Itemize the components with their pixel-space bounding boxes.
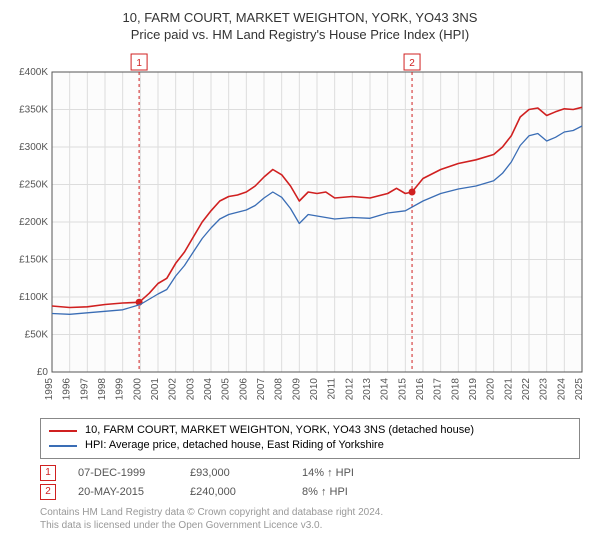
svg-text:2022: 2022 [521,378,532,401]
svg-text:2024: 2024 [556,378,567,401]
svg-text:£250K: £250K [19,180,48,191]
svg-text:£350K: £350K [19,105,48,116]
marker-delta-1: 14% ↑ HPI [302,467,392,479]
svg-text:£300K: £300K [19,142,48,153]
svg-text:2009: 2009 [291,378,302,401]
svg-text:2003: 2003 [185,378,196,401]
marker-delta-2: 8% ↑ HPI [302,486,392,498]
svg-text:2014: 2014 [380,378,391,401]
marker-date-2: 20-MAY-2015 [78,486,168,498]
svg-text:1: 1 [136,58,142,69]
svg-text:2020: 2020 [486,378,497,401]
marker-price-1: £93,000 [190,467,280,479]
svg-text:2023: 2023 [539,378,550,401]
marker-date-1: 07-DEC-1999 [78,467,168,479]
svg-text:2004: 2004 [203,378,214,401]
svg-text:£150K: £150K [19,255,48,266]
svg-text:£200K: £200K [19,217,48,228]
footnote-line-1: Contains HM Land Registry data © Crown c… [40,506,590,519]
marker-table: 1 07-DEC-1999 £93,000 14% ↑ HPI 2 20-MAY… [40,465,580,500]
footnote: Contains HM Land Registry data © Crown c… [40,506,590,532]
svg-text:2013: 2013 [362,378,373,401]
legend-row-hpi: HPI: Average price, detached house, East… [49,438,571,453]
legend-swatch-property [49,430,77,432]
marker-badge-2: 2 [40,484,56,500]
svg-text:2011: 2011 [327,378,338,400]
svg-text:2000: 2000 [132,378,143,401]
legend: 10, FARM COURT, MARKET WEIGHTON, YORK, Y… [40,418,580,459]
svg-text:2017: 2017 [433,378,444,401]
legend-swatch-hpi [49,445,77,447]
svg-text:£50K: £50K [25,330,49,341]
svg-text:2006: 2006 [238,378,249,401]
svg-text:2016: 2016 [415,378,426,401]
page-title-1: 10, FARM COURT, MARKET WEIGHTON, YORK, Y… [10,10,590,25]
marker-row-1: 1 07-DEC-1999 £93,000 14% ↑ HPI [40,465,580,481]
svg-text:2019: 2019 [468,378,479,401]
price-chart: £0 £50K £100K £150K £200K £250K £300K £350K £400… [10,50,590,410]
svg-text:2001: 2001 [150,378,161,401]
svg-text:2008: 2008 [274,378,285,401]
svg-text:£0: £0 [37,367,49,378]
svg-text:2012: 2012 [344,378,355,401]
footnote-line-2: This data is licensed under the Open Gov… [40,519,590,532]
svg-text:2005: 2005 [221,378,232,401]
legend-row-property: 10, FARM COURT, MARKET WEIGHTON, YORK, Y… [49,423,571,438]
svg-text:2018: 2018 [450,378,461,401]
svg-text:2007: 2007 [256,378,267,401]
marker-badge-1: 1 [40,465,56,481]
chart-svg: £0 £50K £100K £150K £200K £250K £300K £350K £400… [10,50,590,410]
svg-text:£400K: £400K [19,67,48,78]
page-title-2: Price paid vs. HM Land Registry's House … [10,27,590,42]
marker-price-2: £240,000 [190,486,280,498]
svg-text:2021: 2021 [503,378,514,401]
svg-text:1996: 1996 [62,378,73,401]
marker-row-2: 2 20-MAY-2015 £240,000 8% ↑ HPI [40,484,580,500]
svg-text:1998: 1998 [97,378,108,401]
svg-text:1997: 1997 [79,378,90,401]
svg-text:2015: 2015 [397,378,408,401]
legend-label-property: 10, FARM COURT, MARKET WEIGHTON, YORK, Y… [85,423,474,438]
svg-text:1995: 1995 [44,378,55,401]
svg-text:2002: 2002 [168,378,179,401]
legend-label-hpi: HPI: Average price, detached house, East… [85,438,384,453]
svg-text:2: 2 [409,58,415,69]
svg-text:1999: 1999 [115,378,126,401]
svg-text:£100K: £100K [19,292,48,303]
svg-text:2010: 2010 [309,378,320,401]
svg-text:2025: 2025 [574,378,585,401]
